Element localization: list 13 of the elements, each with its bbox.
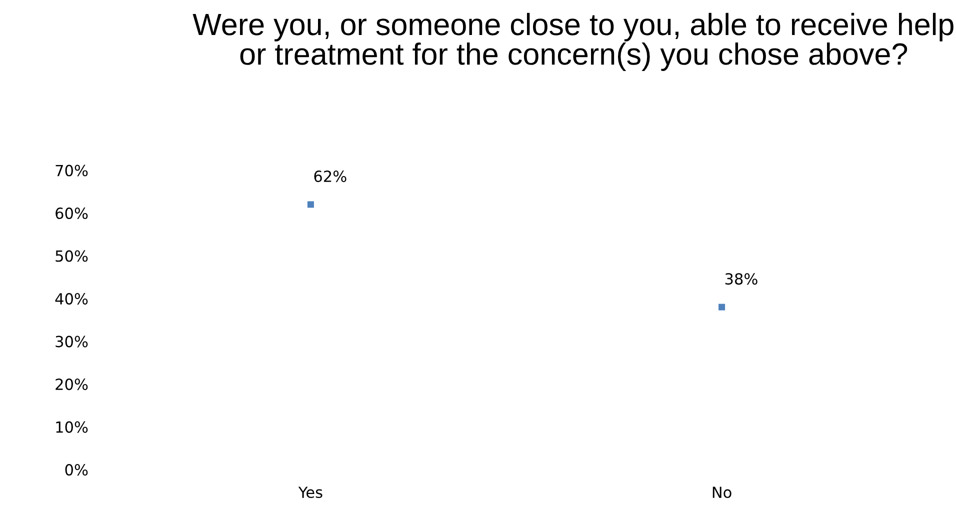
y-tick-label: 10% — [56, 421, 88, 433]
y-tick-label: 60% — [56, 208, 88, 220]
data-label: 62% — [314, 170, 346, 182]
y-tick-label: 70% — [56, 164, 88, 176]
y-tick-label: 30% — [56, 336, 88, 348]
x-tick-label: Yes — [298, 486, 322, 498]
x-tick-label: No — [712, 486, 732, 498]
y-tick-label: 40% — [55, 293, 88, 305]
y-tick-label: 50% — [56, 250, 88, 262]
chart-title: Were you, or someone close to you, able to receive help or treatment for the concern(s) you chose above? — [192, 12, 954, 71]
y-tick-label: 0% — [65, 464, 88, 476]
y-tick-label: 20% — [56, 378, 88, 390]
data-label: 38% — [725, 273, 758, 285]
